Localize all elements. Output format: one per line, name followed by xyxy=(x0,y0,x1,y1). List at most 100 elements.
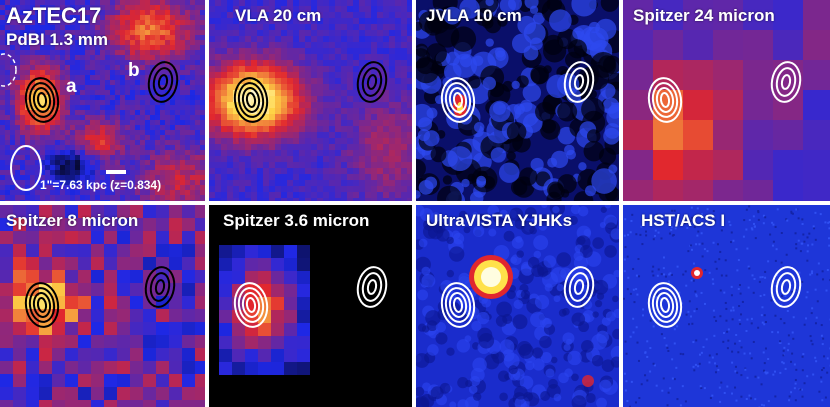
pixel-cell xyxy=(305,90,312,97)
pixel-cell xyxy=(335,120,342,127)
pixel-cell xyxy=(90,195,96,201)
pixel-cell xyxy=(130,20,136,26)
pixel-cell xyxy=(347,42,354,49)
noise-blob xyxy=(482,76,497,90)
pixel-cell xyxy=(359,144,366,151)
pixel-cell xyxy=(175,200,181,201)
pixel-cell xyxy=(110,180,116,186)
pixel-cell xyxy=(287,6,294,13)
pixel-cell xyxy=(359,180,366,187)
noise-pixel xyxy=(693,369,696,372)
pixel-cell xyxy=(365,54,372,61)
pixel-cell xyxy=(251,84,258,91)
pixel-cell xyxy=(60,70,66,76)
noise-blob xyxy=(446,347,455,356)
noise-pixel xyxy=(744,368,747,371)
pixel-cell xyxy=(50,35,56,41)
pixel-cell xyxy=(257,18,264,25)
pixel-cell xyxy=(365,168,372,175)
pixel-cell xyxy=(227,12,234,19)
noise-pixel xyxy=(801,355,804,358)
pixel-cell xyxy=(180,15,186,21)
pixel-cell xyxy=(377,30,384,37)
pixel-cell xyxy=(169,218,183,232)
pixel-cell xyxy=(395,18,402,25)
pixel-cell xyxy=(13,205,27,219)
pixel-cell xyxy=(15,60,21,66)
noise-pixel xyxy=(784,367,787,370)
pixel-cell xyxy=(25,140,31,146)
noise-pixel xyxy=(662,377,665,380)
pixel-cell xyxy=(55,10,61,16)
noise-pixel xyxy=(763,323,766,326)
pixel-cell xyxy=(20,45,26,51)
pixel-cell xyxy=(395,24,402,31)
pixel-cell xyxy=(371,126,378,133)
panel-image xyxy=(416,0,619,201)
pixel-cell xyxy=(293,18,300,25)
pixel-cell xyxy=(70,10,76,16)
pixel-cell xyxy=(85,65,91,71)
noise-pixel xyxy=(760,403,763,406)
pixel-cell xyxy=(195,155,201,161)
pixel-cell xyxy=(50,45,56,51)
pixel-cell xyxy=(5,165,11,171)
pixel-cell xyxy=(232,271,245,284)
pixel-cell xyxy=(143,205,157,219)
pixel-cell xyxy=(55,25,61,31)
noise-pixel xyxy=(816,300,819,303)
pixel-cell xyxy=(155,155,161,161)
noise-pixel xyxy=(654,294,657,297)
noise-blob xyxy=(449,246,465,262)
pixel-cell xyxy=(120,65,126,71)
noise-pixel xyxy=(635,288,638,291)
pixel-cell xyxy=(145,190,151,196)
noise-pixel xyxy=(753,277,756,280)
pixel-cell xyxy=(170,110,176,116)
pixel-cell xyxy=(155,95,161,101)
pixel-cell xyxy=(5,150,11,156)
pixel-cell xyxy=(70,70,76,76)
pixel-cell xyxy=(50,100,56,106)
contour-line xyxy=(568,272,590,302)
noise-blob xyxy=(450,26,477,52)
noise-pixel xyxy=(801,369,804,372)
noise-pixel xyxy=(806,250,809,253)
pixel-cell xyxy=(10,5,16,11)
pixel-cell xyxy=(10,20,16,26)
pixel-cell xyxy=(15,80,21,86)
pixel-cell xyxy=(170,30,176,36)
pixel-cell xyxy=(287,96,294,103)
pixel-cell xyxy=(180,10,186,16)
pixel-cell xyxy=(156,244,170,258)
pixel-cell xyxy=(195,348,205,362)
pixel-cell xyxy=(299,60,306,67)
pixel-cell xyxy=(305,150,312,157)
pixel-cell xyxy=(110,195,116,201)
pixel-cell xyxy=(377,12,384,19)
noise-pixel xyxy=(686,216,689,219)
pixel-cell xyxy=(377,102,384,109)
pixel-cell xyxy=(284,323,297,336)
pixel-cell xyxy=(60,120,66,126)
noise-pixel xyxy=(695,295,698,298)
pixel-cell xyxy=(215,84,222,91)
pixel-cell xyxy=(263,0,270,7)
pixel-cell xyxy=(75,200,81,201)
pixel-cell xyxy=(170,190,176,196)
pixel-cell xyxy=(105,15,111,21)
noise-pixel xyxy=(792,337,795,340)
pixel-cell xyxy=(170,60,176,66)
pixel-cell xyxy=(347,66,354,73)
pixel-cell xyxy=(155,60,161,66)
pixel-cell xyxy=(50,175,56,181)
pixel-cell xyxy=(395,48,402,55)
noise-blob xyxy=(529,5,539,15)
noise-pixel xyxy=(791,331,794,334)
pixel-cell xyxy=(185,100,191,106)
pixel-cell xyxy=(85,180,91,186)
pixel-cell xyxy=(383,66,390,73)
noise-pixel xyxy=(692,341,695,344)
pixel-cell xyxy=(165,70,171,76)
pixel-cell xyxy=(377,192,384,199)
